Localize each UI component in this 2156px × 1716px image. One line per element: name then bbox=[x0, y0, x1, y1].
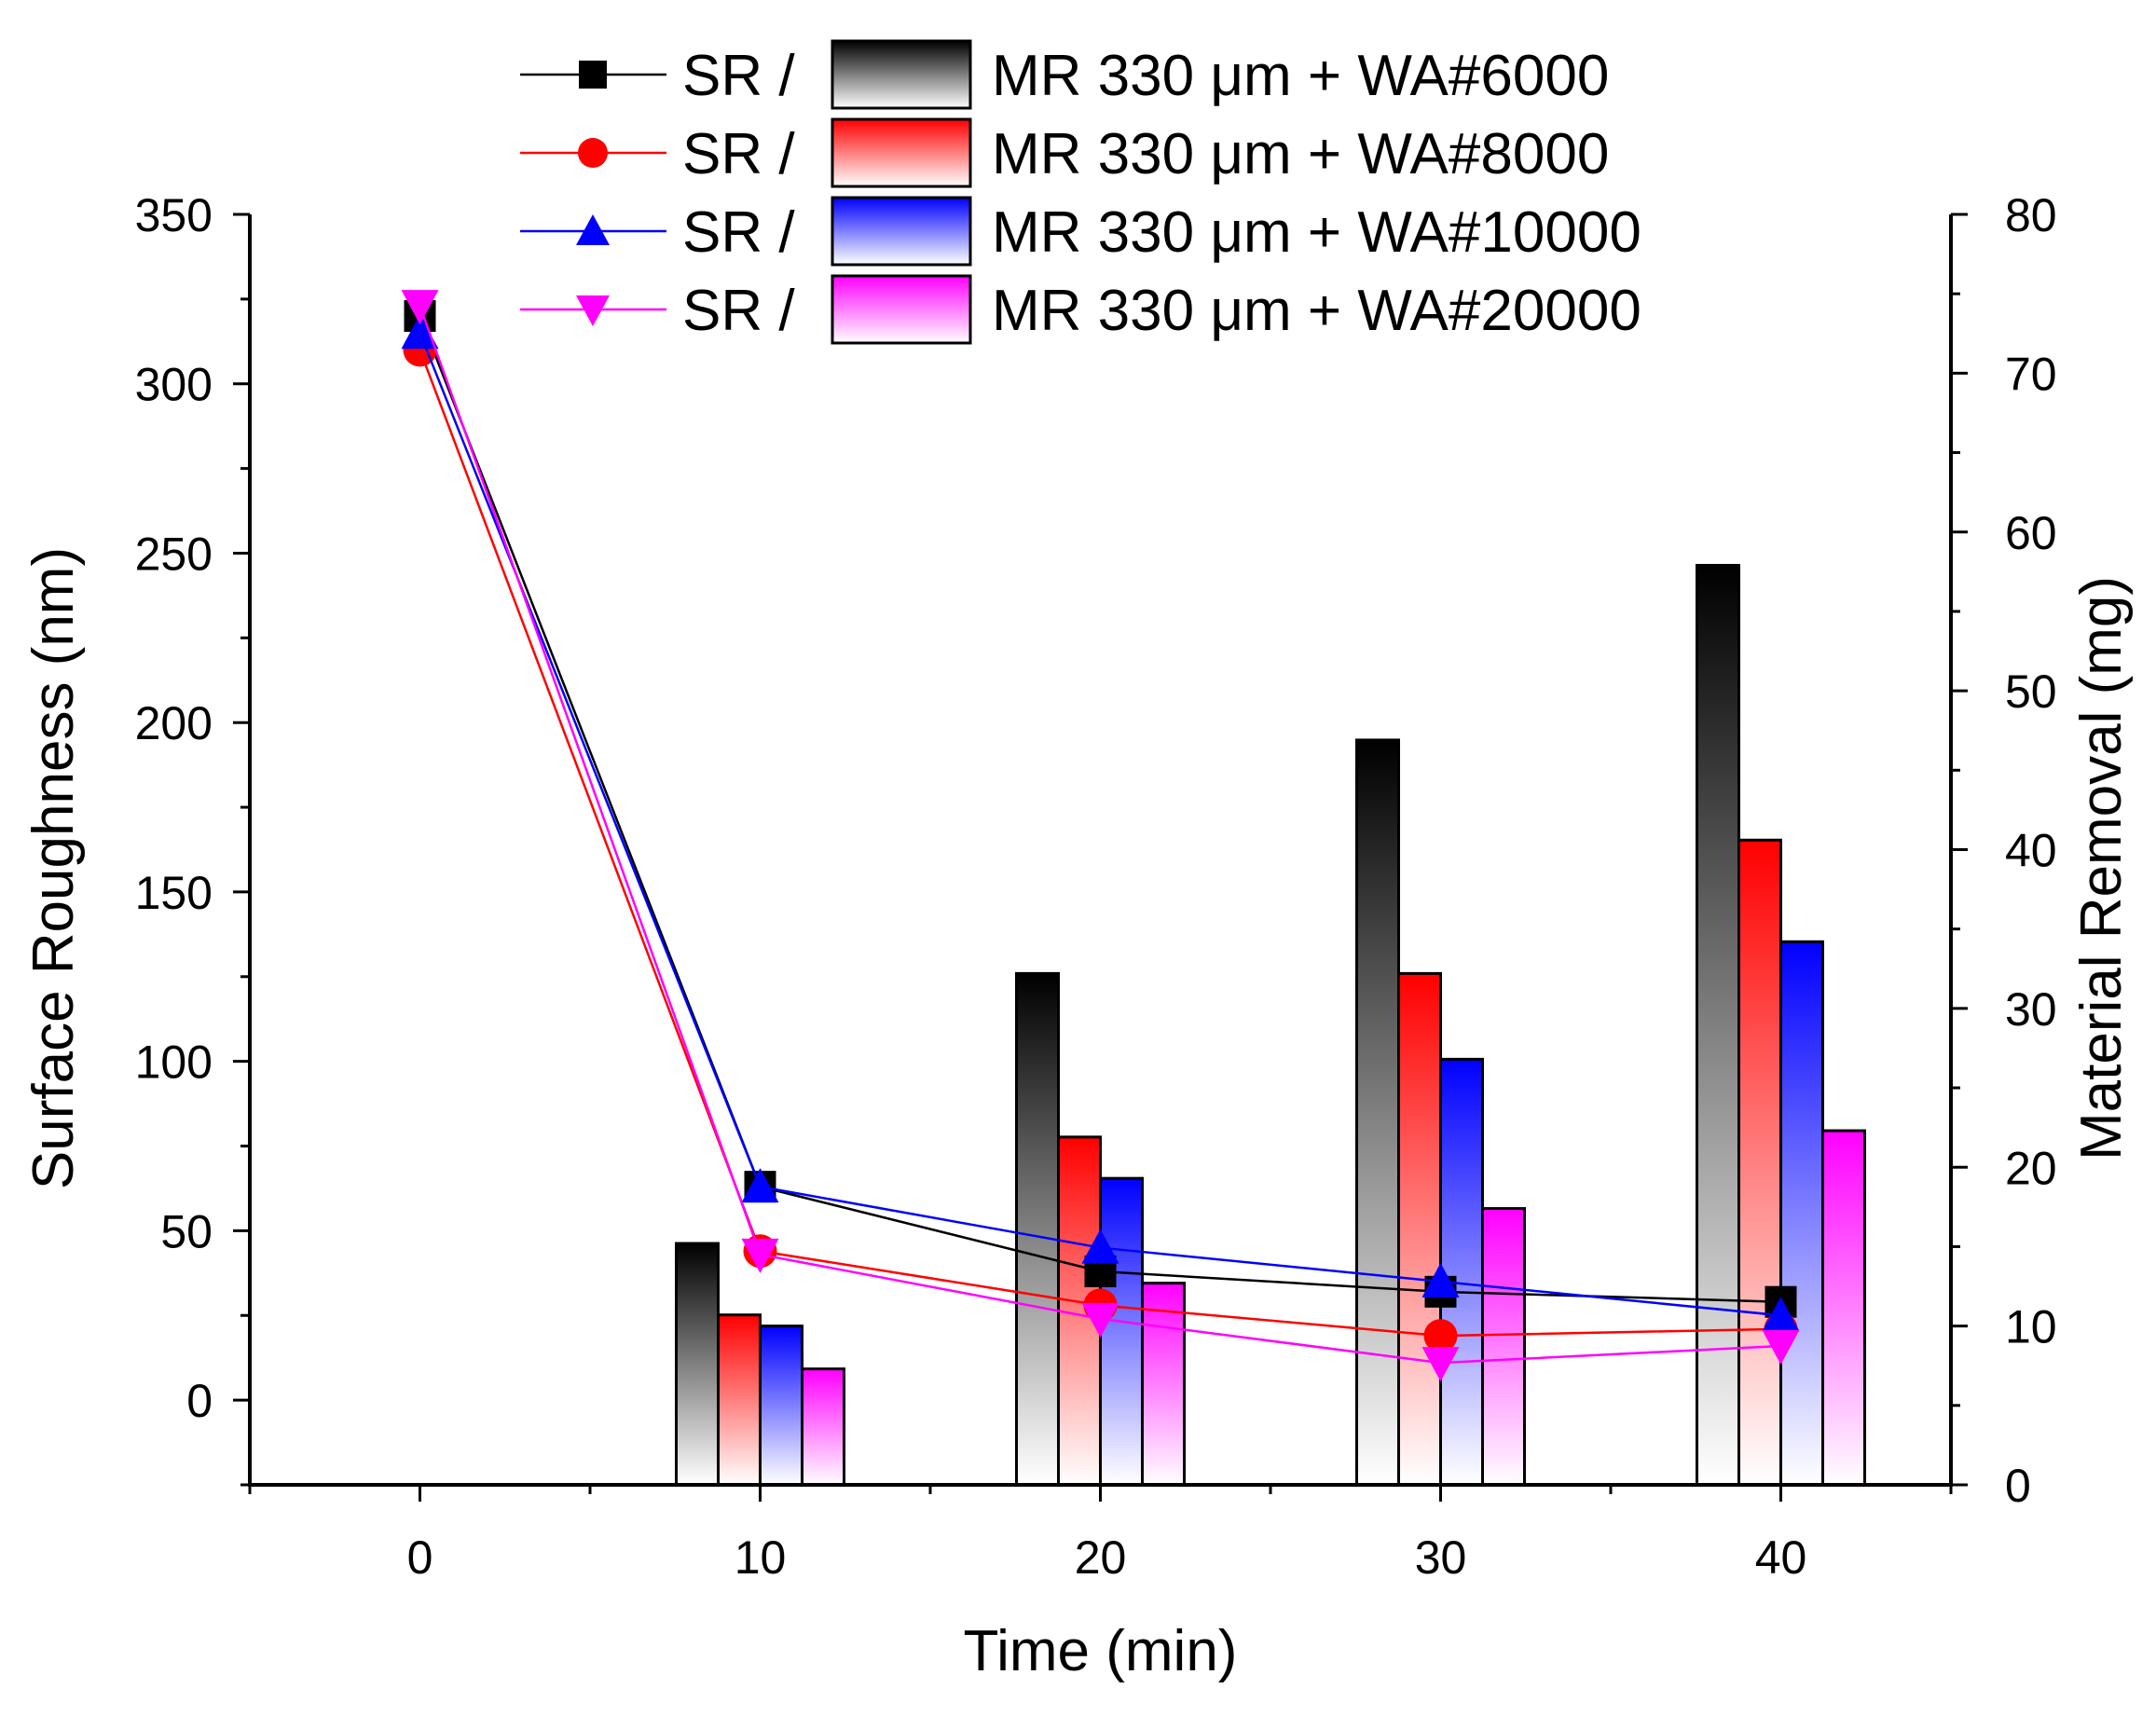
bar-4-t10 bbox=[801, 1367, 845, 1487]
x-axis-title: Time (min) bbox=[964, 1619, 1238, 1683]
left-tick-label: 300 bbox=[135, 359, 213, 411]
bar-1-t30 bbox=[1355, 738, 1400, 1487]
right-tick-label: 20 bbox=[2005, 1142, 2057, 1194]
bar-3-t40 bbox=[1779, 940, 1824, 1487]
sr-point-4-t0 bbox=[401, 290, 439, 325]
right-tick-label: 40 bbox=[2005, 825, 2057, 877]
left-y-axis-title: Surface Roughness (nm) bbox=[21, 547, 86, 1189]
right-tick-label: 30 bbox=[2005, 983, 2057, 1036]
sr-point-4-t10 bbox=[741, 1238, 779, 1273]
legend: SR / MR 330 μm + WA#6000 SR / MR 330 μm +… bbox=[520, 39, 1641, 345]
legend-swatch-4 bbox=[831, 274, 972, 345]
right-tick-label: 0 bbox=[2005, 1460, 2031, 1512]
legend-marker-2 bbox=[578, 138, 608, 168]
legend-sr-label-3: SR / bbox=[682, 200, 795, 265]
bar-1-t10 bbox=[675, 1242, 720, 1487]
bar-2-t10 bbox=[717, 1313, 762, 1487]
legend-marker-1 bbox=[579, 61, 607, 89]
sr-point-4-t40 bbox=[1762, 1329, 1800, 1365]
right-tick-label: 70 bbox=[2005, 348, 2057, 400]
legend-sr-label-2: SR / bbox=[682, 122, 795, 186]
sr-point-3-t30 bbox=[1421, 1262, 1460, 1297]
left-tick-label: 150 bbox=[135, 867, 213, 919]
sr-point-4-t30 bbox=[1421, 1347, 1460, 1382]
right-tick-label: 50 bbox=[2005, 666, 2057, 718]
bar-4-t20 bbox=[1141, 1282, 1186, 1487]
bar-2-t30 bbox=[1397, 971, 1442, 1487]
right-tick-label: 10 bbox=[2005, 1301, 2057, 1353]
sr-point-3-t40 bbox=[1762, 1297, 1800, 1332]
legend-marker-3 bbox=[576, 214, 610, 245]
left-tick-label: 200 bbox=[135, 697, 213, 749]
bar-4-t30 bbox=[1481, 1207, 1526, 1487]
legend-mr-label-3: MR 330 μm + WA#10000 bbox=[992, 200, 1641, 265]
legend-mr-label-1: MR 330 μm + WA#6000 bbox=[992, 44, 1609, 108]
left-tick-label: 250 bbox=[135, 528, 213, 580]
sr-point-3-t10 bbox=[741, 1168, 779, 1203]
left-tick-label: 100 bbox=[135, 1036, 213, 1089]
legend-swatch-3 bbox=[831, 196, 972, 267]
x-tick-label: 10 bbox=[735, 1531, 787, 1584]
legend-swatch-1 bbox=[831, 39, 972, 110]
sr-point-4-t20 bbox=[1081, 1302, 1119, 1338]
left-tick-label: 350 bbox=[135, 189, 213, 241]
x-tick-label: 20 bbox=[1075, 1531, 1127, 1584]
legend-mr-label-2: MR 330 μm + WA#8000 bbox=[992, 122, 1609, 186]
sr-point-3-t0 bbox=[401, 314, 439, 350]
bars-layer bbox=[675, 564, 1866, 1487]
bar-1-t40 bbox=[1696, 564, 1740, 1487]
lines-layer bbox=[401, 290, 1800, 1382]
axes-layer: Time (min) Surface Roughness (nm) Materi… bbox=[21, 189, 2134, 1683]
right-tick-label: 60 bbox=[2005, 507, 2057, 559]
bar-1-t20 bbox=[1015, 971, 1060, 1487]
x-tick-label: 0 bbox=[407, 1531, 433, 1584]
sr-point-2-t30 bbox=[1423, 1319, 1458, 1353]
right-y-axis-title: Material Removal (mg) bbox=[2069, 576, 2134, 1160]
legend-sr-label-1: SR / bbox=[682, 44, 795, 108]
sr-point-3-t20 bbox=[1081, 1229, 1119, 1264]
legend-mr-label-4: MR 330 μm + WA#20000 bbox=[992, 279, 1641, 343]
bar-3-t10 bbox=[759, 1325, 803, 1487]
bar-3-t30 bbox=[1439, 1057, 1484, 1487]
left-tick-label: 50 bbox=[160, 1205, 213, 1257]
legend-sr-label-4: SR / bbox=[682, 279, 795, 343]
right-tick-label: 80 bbox=[2005, 189, 2057, 241]
x-tick-label: 30 bbox=[1415, 1531, 1467, 1584]
left-tick-label: 0 bbox=[186, 1375, 213, 1427]
bar-3-t20 bbox=[1099, 1176, 1144, 1487]
x-tick-label: 40 bbox=[1755, 1531, 1807, 1584]
legend-marker-4 bbox=[576, 295, 610, 326]
bar-4-t40 bbox=[1821, 1129, 1866, 1487]
bar-2-t40 bbox=[1737, 838, 1782, 1487]
legend-swatch-2 bbox=[831, 117, 972, 188]
